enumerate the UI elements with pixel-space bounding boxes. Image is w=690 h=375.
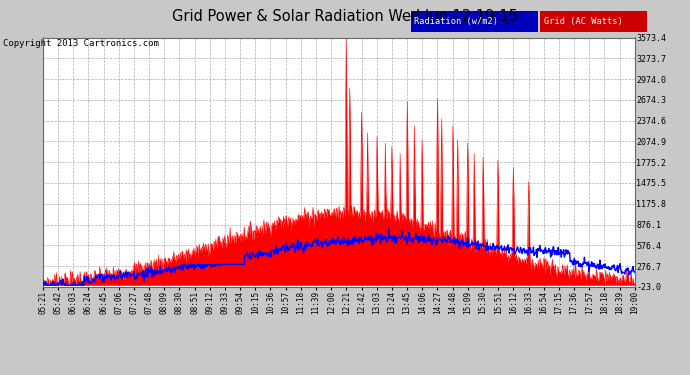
Text: Grid (AC Watts): Grid (AC Watts) [544,17,622,26]
Text: Grid Power & Solar Radiation Wed Jun 12 19:15: Grid Power & Solar Radiation Wed Jun 12 … [172,9,518,24]
Text: Copyright 2013 Cartronics.com: Copyright 2013 Cartronics.com [3,39,159,48]
Text: Radiation (w/m2): Radiation (w/m2) [414,17,498,26]
